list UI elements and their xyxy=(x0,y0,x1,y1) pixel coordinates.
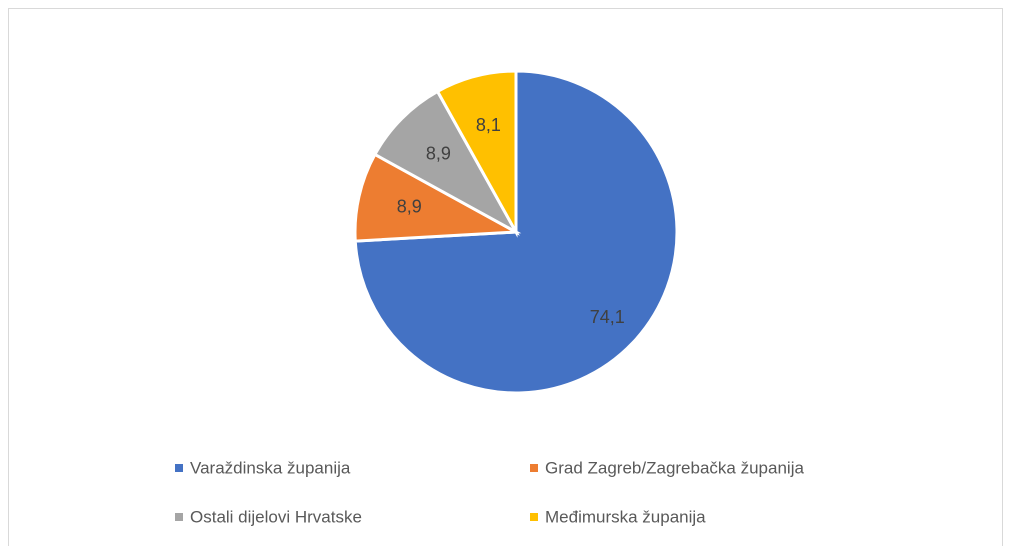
pie-slice xyxy=(353,152,522,243)
legend-label: Ostali dijelovi Hrvatske xyxy=(190,507,362,526)
data-label: 8,1 xyxy=(476,115,501,135)
pie-slice xyxy=(372,89,520,236)
data-label: 8,9 xyxy=(426,144,451,164)
legend-label: Grad Zagreb/Zagrebačka županija xyxy=(545,458,804,477)
pie-slice xyxy=(435,69,518,238)
data-label: 8,9 xyxy=(397,197,422,217)
legend-swatch xyxy=(175,464,183,472)
legend-swatch xyxy=(530,464,538,472)
legend-label: Varaždinska županija xyxy=(190,458,351,477)
legend-label: Međimurska županija xyxy=(545,507,706,526)
legend-swatch xyxy=(175,513,183,521)
data-label: 74,1 xyxy=(590,307,625,327)
legend-swatch xyxy=(530,513,538,521)
